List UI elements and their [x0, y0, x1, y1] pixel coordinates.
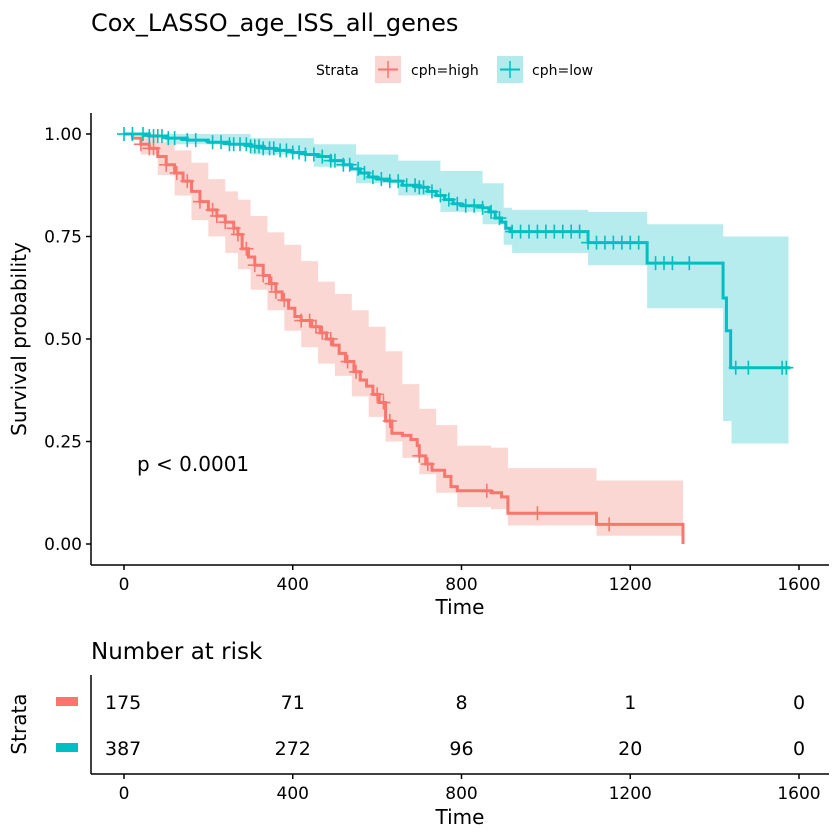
risk-count-high: 175 [105, 692, 141, 714]
risk-x-axis-title: Time [435, 805, 485, 829]
risk-row-key-low [56, 743, 78, 752]
legend: Strata cph=high cph=low [316, 56, 593, 83]
legend-label-high: cph=high [411, 63, 479, 79]
confidence-bands [124, 134, 789, 536]
y-ticks: 0.00 0.25 0.50 0.75 1.00 [44, 125, 91, 555]
risk-x-tick-label: 1200 [609, 784, 652, 804]
risk-count-high: 8 [455, 692, 467, 714]
risk-x-tick-label: 800 [445, 784, 477, 804]
legend-title: Strata [316, 63, 359, 79]
risk-table-title: Number at risk [91, 639, 263, 665]
x-tick-label: 800 [445, 575, 477, 595]
x-ticks: 0 400 800 1200 1600 [119, 565, 821, 595]
censor-marks [117, 127, 794, 532]
x-tick-label: 0 [119, 575, 130, 595]
risk-row-key-high [56, 697, 78, 706]
risk-count-low: 387 [105, 738, 141, 760]
x-tick-label: 400 [277, 575, 309, 595]
chart-title: Cox_LASSO_age_ISS_all_genes [91, 9, 458, 37]
y-tick-label: 0.75 [44, 228, 82, 248]
y-tick-label: 1.00 [44, 125, 82, 145]
risk-count-low: 20 [618, 738, 642, 760]
y-tick-label: 0.50 [44, 330, 82, 350]
risk-count-low: 272 [275, 738, 311, 760]
risk-count-high: 0 [793, 692, 805, 714]
legend-item-high[interactable]: cph=high [375, 56, 479, 83]
confidence-band-high [124, 134, 683, 536]
x-tick-label: 1200 [609, 575, 652, 595]
risk-count-high: 1 [624, 692, 636, 714]
x-axis-title: Time [435, 595, 485, 619]
y-tick-label: 0.00 [44, 535, 82, 555]
confidence-band-low [124, 134, 789, 444]
risk-table-y-title: Strata [7, 693, 31, 754]
risk-x-tick-label: 400 [277, 784, 309, 804]
risk-count-high: 71 [281, 692, 305, 714]
risk-x-ticks: 0 400 800 1200 1600 [119, 774, 821, 804]
p-value-annotation: p < 0.0001 [137, 452, 249, 476]
risk-count-low: 0 [793, 738, 805, 760]
risk-x-tick-label: 0 [119, 784, 130, 804]
y-axis-title: Survival probability [7, 242, 31, 436]
risk-x-tick-label: 1600 [777, 784, 820, 804]
y-tick-label: 0.25 [44, 433, 82, 453]
legend-item-low[interactable]: cph=low [497, 56, 593, 83]
risk-count-low: 96 [449, 738, 473, 760]
legend-label-low: cph=low [532, 63, 593, 79]
x-tick-label: 1600 [777, 575, 820, 595]
risk-table: 175 71 8 1 0 387 272 96 20 0 [56, 692, 805, 760]
